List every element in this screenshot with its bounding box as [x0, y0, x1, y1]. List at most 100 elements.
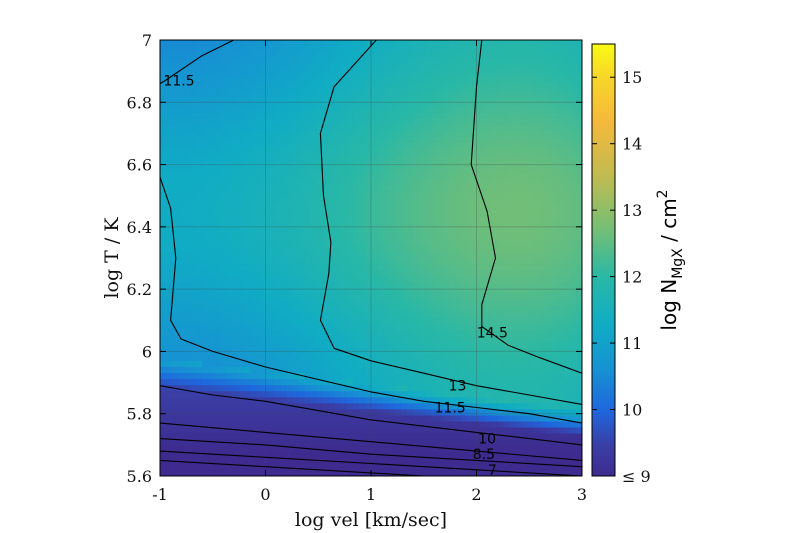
heatmap-cell	[352, 161, 360, 168]
heatmap-cell	[479, 209, 487, 217]
heatmap-cell	[298, 40, 306, 47]
heatmap-cell	[304, 94, 312, 102]
heatmap-cell	[238, 421, 245, 429]
heatmap-cell	[527, 312, 535, 320]
heatmap-cell	[491, 421, 499, 429]
heatmap-cell	[334, 58, 342, 65]
heatmap-cell	[184, 239, 191, 247]
heatmap-cell	[238, 391, 245, 398]
heatmap-cell	[557, 167, 565, 174]
heatmap-cell	[389, 64, 396, 71]
heatmap-cell	[298, 457, 306, 465]
heatmap-cell	[407, 451, 414, 459]
heatmap-cell	[437, 397, 444, 404]
heatmap-cell	[425, 221, 432, 229]
heatmap-cell	[395, 270, 402, 277]
heatmap-cell	[515, 52, 523, 59]
heatmap-cell	[473, 203, 481, 211]
heatmap-cell	[515, 161, 523, 168]
heatmap-cell	[304, 155, 312, 162]
heatmap-cell	[346, 64, 354, 71]
heatmap-cell	[202, 451, 209, 459]
heatmap-cell	[557, 324, 565, 332]
heatmap-cell	[455, 336, 463, 344]
heatmap-cell	[509, 294, 517, 301]
heatmap-cell	[232, 318, 239, 326]
heatmap-cell	[527, 118, 535, 126]
heatmap-cell	[172, 463, 179, 471]
heatmap-cell	[557, 46, 565, 53]
heatmap-cell	[328, 161, 336, 168]
heatmap-cell	[238, 82, 245, 90]
heatmap-cell	[569, 155, 577, 162]
heatmap-cell	[479, 173, 487, 180]
heatmap-cell	[533, 421, 541, 429]
heatmap-cell	[395, 173, 402, 180]
heatmap-cell	[178, 76, 185, 83]
heatmap-cell	[184, 439, 191, 447]
heatmap-cell	[184, 258, 191, 265]
heatmap-cell	[244, 439, 252, 447]
heatmap-cell	[286, 258, 294, 265]
heatmap-cell	[184, 112, 191, 120]
heatmap-cell	[503, 130, 511, 138]
heatmap-cell	[539, 360, 547, 368]
heatmap-cell	[545, 197, 553, 205]
heatmap-cell	[503, 149, 511, 156]
heatmap-cell	[190, 161, 197, 168]
heatmap-cell	[310, 258, 318, 265]
heatmap-cell	[431, 360, 438, 368]
heatmap-cell	[208, 52, 215, 59]
heatmap-cell	[280, 258, 288, 265]
heatmap-cell	[443, 258, 450, 265]
heatmap-cell	[377, 270, 384, 277]
heatmap-cell	[383, 227, 390, 235]
heatmap-cell	[419, 409, 426, 417]
heatmap-cell	[491, 76, 499, 83]
heatmap-cell	[509, 227, 517, 235]
heatmap-cell	[527, 451, 535, 459]
heatmap-cell	[467, 360, 475, 368]
heatmap-cell	[401, 215, 408, 223]
heatmap-cell	[449, 40, 456, 47]
heatmap-cell	[196, 209, 203, 217]
heatmap-cell	[521, 227, 529, 235]
heatmap-cell	[220, 233, 227, 241]
heatmap-cell	[238, 221, 245, 229]
heatmap-cell	[443, 433, 450, 441]
heatmap-cell	[166, 433, 173, 441]
heatmap-cell	[364, 457, 372, 465]
heatmap-cell	[527, 306, 535, 314]
heatmap-cell	[425, 76, 432, 83]
heatmap-cell	[479, 106, 487, 114]
heatmap-cell	[310, 136, 318, 144]
heatmap-cell	[377, 197, 384, 205]
heatmap-cell	[371, 227, 378, 235]
heatmap-cell	[539, 106, 547, 114]
heatmap-cell	[551, 215, 559, 223]
heatmap-cell	[449, 155, 456, 162]
heatmap-cell	[322, 379, 330, 386]
heatmap-cell	[214, 215, 221, 223]
heatmap-cell	[497, 264, 505, 271]
heatmap-cell	[160, 112, 167, 120]
heatmap-cell	[377, 124, 384, 132]
heatmap-cell	[250, 221, 258, 229]
heatmap-cell	[238, 76, 245, 83]
heatmap-cell	[491, 94, 499, 102]
heatmap-cell	[491, 58, 499, 65]
heatmap-cell	[551, 191, 559, 199]
heatmap-cell	[473, 427, 481, 435]
heatmap-cell	[395, 155, 402, 162]
heatmap-cell	[575, 64, 582, 71]
heatmap-cell	[178, 142, 185, 150]
heatmap-cell	[371, 288, 378, 295]
heatmap-cell	[377, 300, 384, 308]
heatmap-cell	[443, 64, 450, 71]
heatmap-cell	[503, 463, 511, 471]
heatmap-cell	[557, 409, 565, 417]
heatmap-cell	[461, 258, 469, 265]
heatmap-cell	[503, 421, 511, 429]
heatmap-cell	[214, 251, 221, 259]
heatmap-cell	[479, 142, 487, 150]
